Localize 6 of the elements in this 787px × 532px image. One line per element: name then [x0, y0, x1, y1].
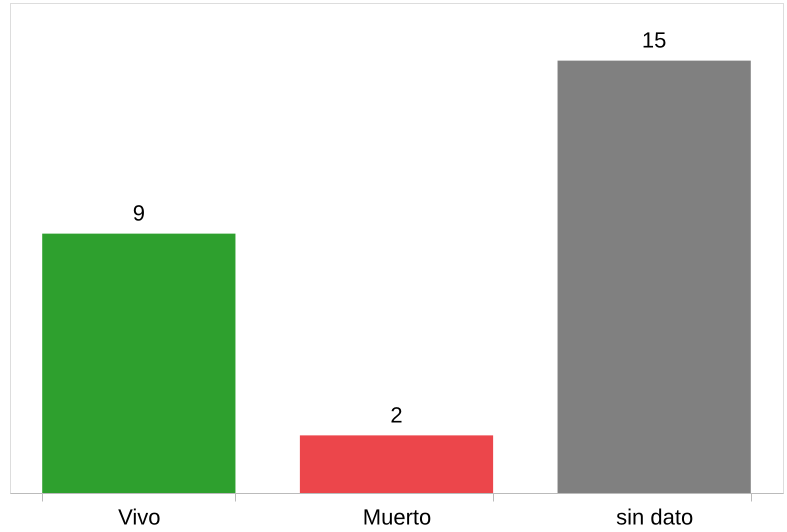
x-tick-label: Muerto — [362, 504, 432, 530]
data-label: 15 — [642, 28, 666, 53]
x-tick-label: sin dato — [616, 504, 694, 530]
x-tick-label: Vivo — [118, 504, 161, 530]
data-label: 2 — [390, 402, 403, 428]
data-label: 9 — [132, 200, 145, 226]
